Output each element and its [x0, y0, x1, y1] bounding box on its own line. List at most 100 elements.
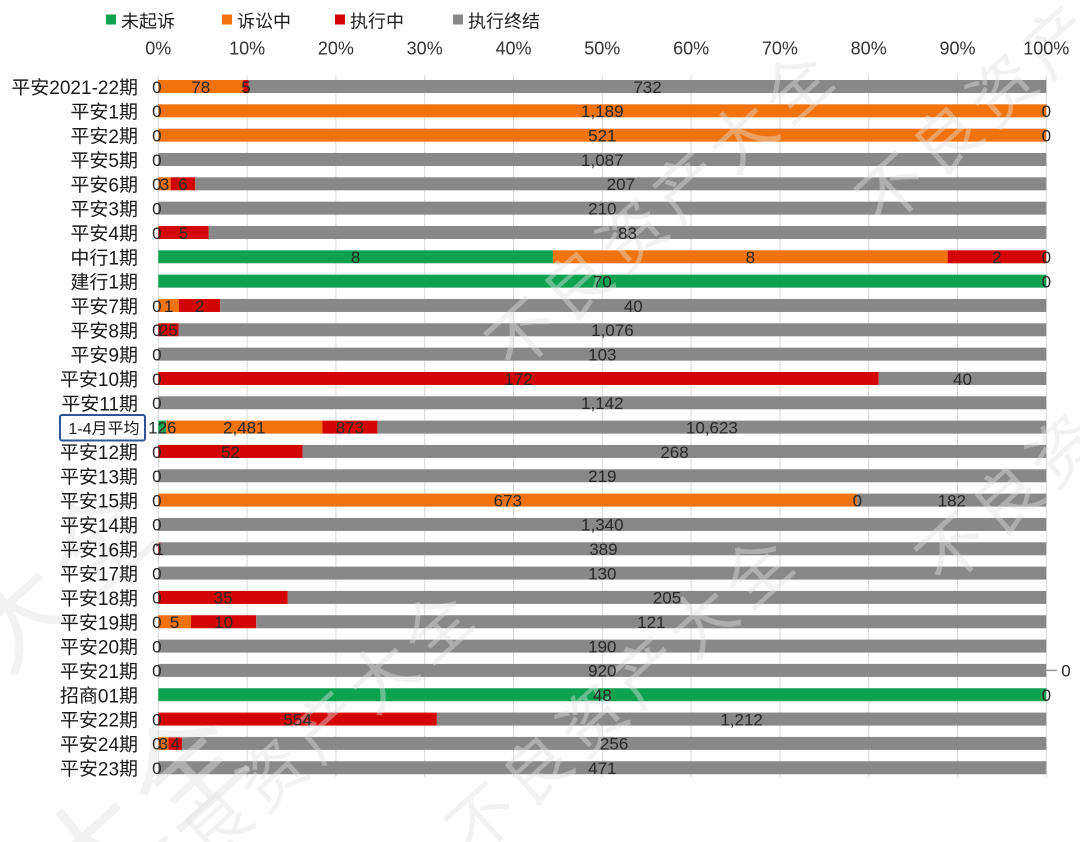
svg-text:1: 1	[108, 273, 119, 294]
svg-text:3: 3	[160, 175, 169, 194]
svg-text:23: 23	[98, 759, 119, 780]
svg-text:2: 2	[992, 248, 1001, 267]
svg-text:207: 207	[607, 175, 635, 194]
svg-text:0: 0	[1042, 686, 1051, 705]
svg-text:2021-22: 2021-22	[49, 78, 119, 99]
svg-text:0: 0	[152, 613, 161, 632]
svg-text:01: 01	[98, 686, 119, 707]
svg-text:83: 83	[618, 224, 637, 243]
svg-text:103: 103	[588, 345, 616, 364]
svg-text:210: 210	[588, 199, 616, 218]
svg-text:0: 0	[152, 345, 161, 364]
svg-text:0: 0	[1042, 272, 1051, 291]
svg-text:19: 19	[98, 613, 119, 634]
svg-text:205: 205	[653, 589, 681, 608]
svg-text:2: 2	[195, 297, 204, 316]
svg-text:0: 0	[152, 491, 161, 510]
svg-text:40: 40	[953, 370, 972, 389]
svg-text:673: 673	[494, 491, 522, 510]
svg-text:2: 2	[108, 127, 119, 148]
svg-text:182: 182	[938, 491, 966, 510]
svg-text:1: 1	[164, 297, 173, 316]
svg-text:4: 4	[108, 224, 119, 245]
svg-text:554: 554	[283, 710, 311, 729]
svg-text:0: 0	[152, 151, 161, 170]
svg-text:0: 0	[853, 491, 862, 510]
svg-text:0: 0	[152, 759, 161, 778]
svg-text:10%: 10%	[229, 39, 265, 59]
svg-text:256: 256	[600, 735, 628, 754]
svg-text:2,481: 2,481	[223, 418, 266, 437]
svg-text:78: 78	[191, 78, 210, 97]
svg-text:389: 389	[589, 540, 617, 559]
svg-text:8: 8	[351, 248, 360, 267]
svg-text:0: 0	[152, 637, 161, 656]
svg-text:80%: 80%	[851, 39, 887, 59]
svg-text:11: 11	[99, 394, 119, 415]
svg-text:0: 0	[152, 127, 161, 146]
svg-text:16: 16	[98, 540, 119, 561]
svg-text:0: 0	[1061, 662, 1070, 681]
svg-text:1,087: 1,087	[581, 151, 624, 170]
svg-text:0: 0	[152, 589, 161, 608]
svg-text:8: 8	[746, 248, 755, 267]
svg-text:0: 0	[152, 735, 161, 754]
svg-text:121: 121	[637, 613, 665, 632]
svg-text:90%: 90%	[939, 39, 975, 59]
svg-text:14: 14	[98, 516, 120, 537]
svg-text:40: 40	[624, 297, 643, 316]
svg-text:268: 268	[660, 443, 688, 462]
svg-text:1,212: 1,212	[720, 710, 763, 729]
svg-text:30%: 30%	[407, 39, 443, 59]
svg-text:52: 52	[221, 443, 240, 462]
svg-text:0: 0	[152, 467, 161, 486]
svg-text:172: 172	[504, 370, 532, 389]
svg-text:130: 130	[588, 564, 616, 583]
svg-text:20%: 20%	[318, 39, 354, 59]
svg-text:22: 22	[98, 711, 119, 732]
svg-text:1-4: 1-4	[68, 421, 91, 438]
svg-text:25: 25	[159, 321, 178, 340]
svg-text:5: 5	[179, 224, 188, 243]
svg-text:0: 0	[1042, 127, 1051, 146]
svg-text:21: 21	[98, 662, 119, 683]
svg-text:0: 0	[1042, 248, 1051, 267]
svg-text:7: 7	[108, 297, 119, 318]
svg-text:5: 5	[108, 151, 119, 172]
svg-text:0: 0	[152, 224, 161, 243]
svg-text:732: 732	[633, 78, 661, 97]
svg-text:17: 17	[98, 565, 119, 586]
svg-text:0: 0	[152, 297, 161, 316]
svg-text:0: 0	[152, 516, 161, 535]
svg-text:471: 471	[588, 759, 616, 778]
svg-text:13: 13	[98, 467, 119, 488]
svg-text:50%: 50%	[584, 39, 620, 59]
svg-text:219: 219	[588, 467, 616, 486]
svg-text:0: 0	[152, 175, 161, 194]
svg-text:20: 20	[98, 638, 119, 659]
svg-text:521: 521	[588, 127, 616, 146]
svg-text:8: 8	[108, 321, 119, 342]
svg-text:0: 0	[152, 370, 161, 389]
svg-text:1: 1	[108, 248, 119, 269]
svg-text:3: 3	[159, 735, 168, 754]
svg-text:60%: 60%	[673, 39, 709, 59]
svg-text:1: 1	[108, 102, 119, 123]
svg-text:1,340: 1,340	[581, 516, 624, 535]
svg-text:18: 18	[98, 589, 119, 610]
svg-text:9: 9	[108, 346, 119, 367]
svg-text:4: 4	[170, 735, 179, 754]
svg-text:70: 70	[593, 272, 612, 291]
svg-text:1,142: 1,142	[581, 394, 624, 413]
svg-text:0: 0	[152, 394, 161, 413]
svg-text:0: 0	[152, 564, 161, 583]
svg-text:1,076: 1,076	[591, 321, 634, 340]
svg-text:920: 920	[588, 662, 616, 681]
svg-text:0: 0	[1042, 102, 1051, 121]
svg-text:0: 0	[152, 443, 161, 462]
svg-text:190: 190	[588, 637, 616, 656]
svg-text:24: 24	[98, 735, 120, 756]
svg-text:0: 0	[152, 78, 161, 97]
svg-text:70%: 70%	[762, 39, 798, 59]
svg-text:0: 0	[152, 662, 161, 681]
